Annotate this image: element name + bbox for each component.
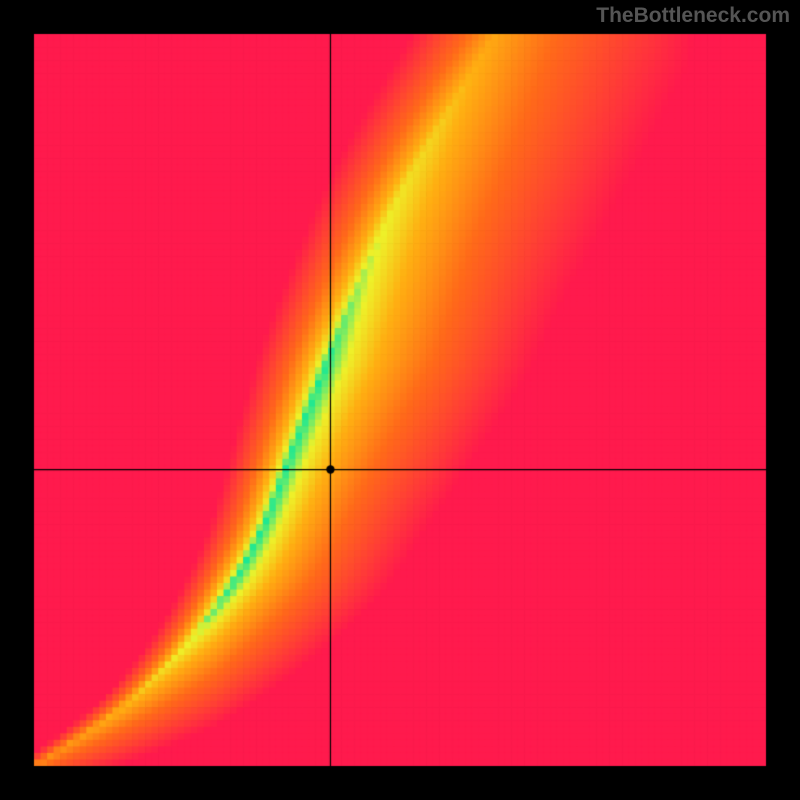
chart-container: TheBottleneck.com [0,0,800,800]
heatmap-canvas [0,0,800,800]
attribution-text: TheBottleneck.com [596,4,790,28]
